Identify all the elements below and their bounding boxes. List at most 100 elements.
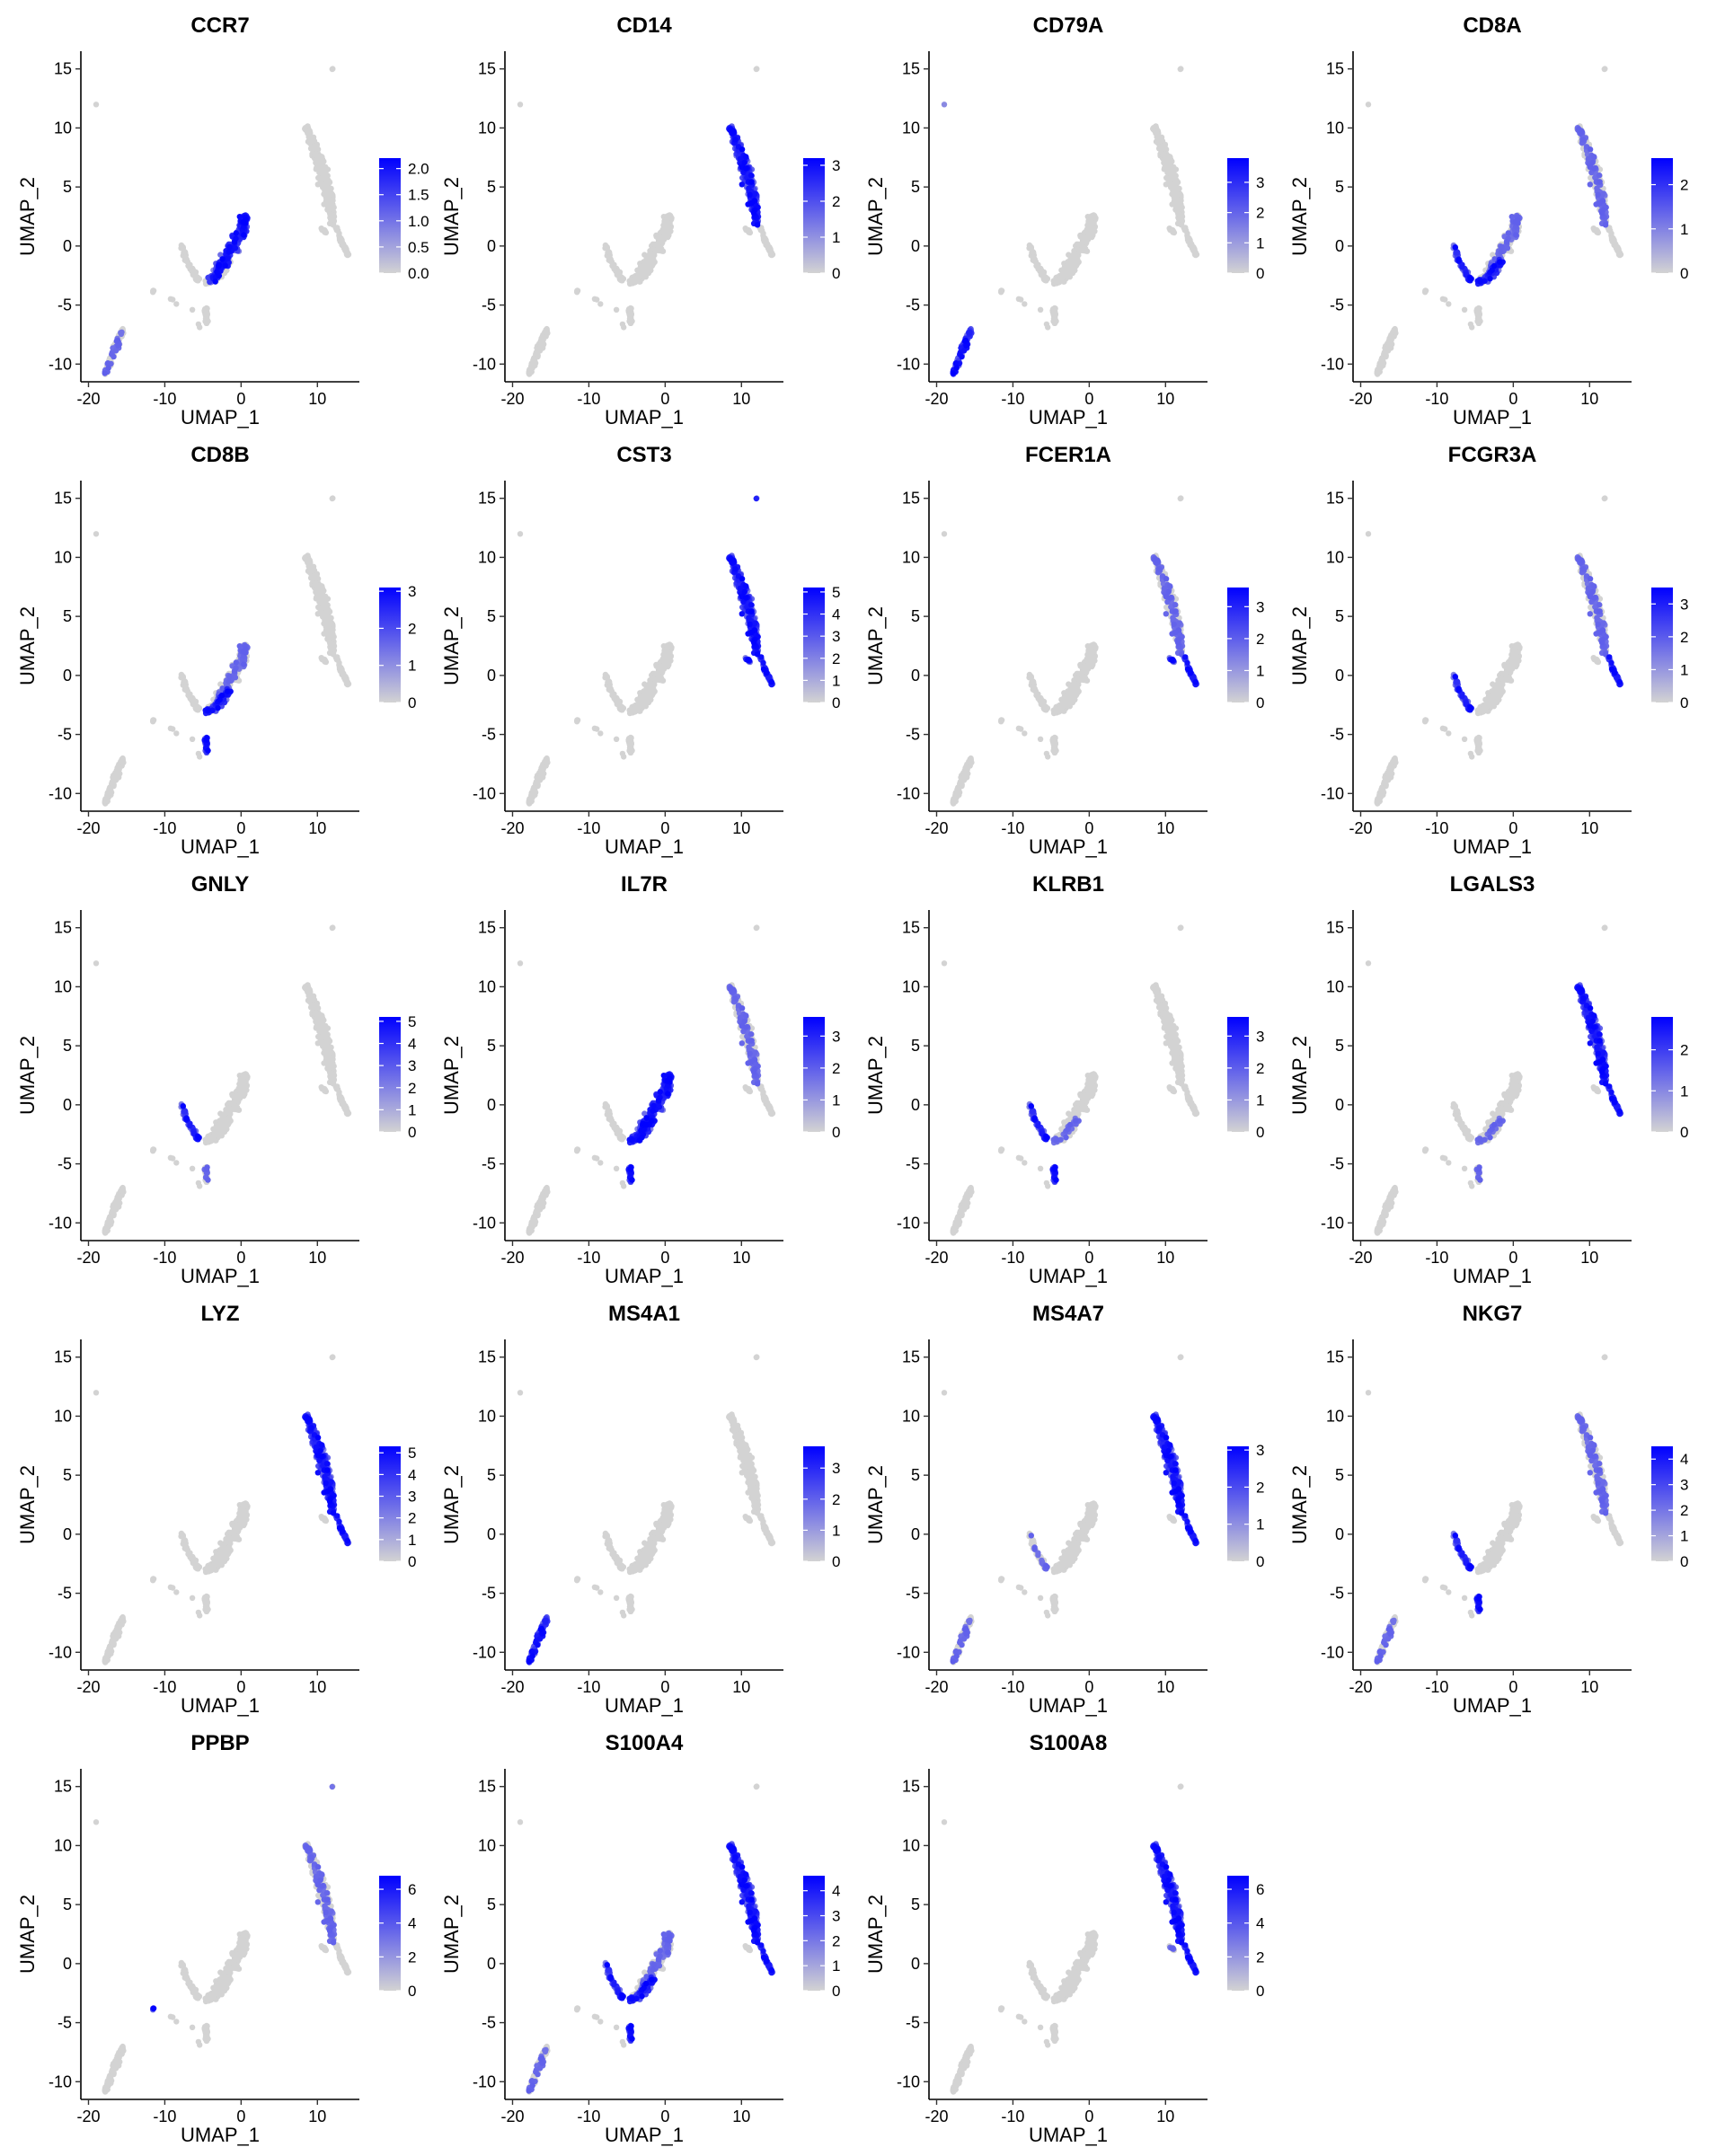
cell-point-expressing (960, 348, 968, 354)
cell-point (628, 317, 634, 323)
cell-point (1171, 194, 1178, 201)
cell-point-expressing (113, 338, 119, 344)
cell-point (1476, 317, 1482, 323)
cell-point (659, 248, 665, 254)
cell-point (1034, 263, 1041, 270)
x-tick-label: -10 (577, 390, 600, 408)
x-tick-label: 10 (732, 390, 750, 408)
cell-point (1593, 227, 1599, 234)
cell-point-expressing (1491, 262, 1498, 270)
cell-point-expressing (119, 329, 125, 335)
cell-point (661, 234, 668, 241)
panel-title: CD14 (616, 13, 672, 38)
cell-point-expressing (742, 154, 749, 160)
colorbar-tick-label: 1 (832, 229, 840, 246)
cell-point (150, 287, 156, 294)
cell-point (196, 276, 202, 282)
cell-point-expressing (104, 360, 111, 367)
cell-point (1164, 166, 1171, 173)
cell-point-expressing (231, 239, 238, 245)
cell-point (1039, 270, 1046, 277)
cell-point (1469, 324, 1475, 331)
cell-point (1461, 306, 1468, 313)
colorbar-tick-label: 2 (1680, 177, 1688, 194)
x-tick-label: 10 (1580, 390, 1598, 408)
cell-point-expressing (1597, 179, 1603, 185)
cell-point (336, 230, 342, 236)
cell-point (1090, 215, 1096, 221)
x-axis-label: UMAP_1 (605, 406, 684, 429)
cell-point (1190, 247, 1197, 254)
cell-point-expressing (1498, 249, 1504, 255)
colorbar-tick-label: 0.5 (408, 239, 429, 256)
cell-point-expressing (961, 338, 969, 344)
cell-point (1475, 312, 1482, 318)
colorbar-tick-label: 0 (832, 265, 840, 282)
cell-point (1083, 248, 1089, 254)
cell-point-expressing (1590, 154, 1597, 160)
panel-title: CD8B (190, 443, 249, 467)
x-axis-label: UMAP_1 (181, 406, 260, 429)
y-tick-label: -5 (482, 296, 496, 314)
cell-point (323, 623, 330, 631)
cell-point (615, 270, 621, 277)
y-tick-label: -5 (1330, 296, 1344, 314)
x-tick-label: 10 (1156, 390, 1174, 408)
cell-point (1614, 247, 1621, 254)
cell-point (323, 604, 330, 611)
cell-point (1162, 153, 1169, 160)
cell-point-expressing (746, 185, 752, 191)
cell-point (1044, 276, 1050, 282)
x-tick-label: -20 (924, 390, 948, 408)
cell-point-expressing (219, 256, 226, 262)
cell-point (306, 140, 314, 146)
cell-point-expressing (1467, 275, 1474, 281)
cell-point (317, 181, 323, 188)
x-tick-label: 0 (1508, 390, 1517, 408)
colorbar (379, 158, 401, 273)
cell-point-expressing (1487, 276, 1493, 282)
cell-point-expressing (732, 137, 739, 143)
cell-point-expressing (1477, 278, 1483, 285)
cell-point (544, 328, 551, 335)
cell-point (591, 296, 598, 302)
cell-point-expressing (730, 128, 737, 134)
cell-point (325, 180, 332, 187)
cell-point-expressing (1499, 243, 1505, 251)
cell-point (180, 673, 186, 680)
cell-point (761, 238, 767, 244)
panel-title: CCR7 (190, 13, 249, 38)
cell-point (1022, 301, 1028, 307)
cell-point (317, 610, 323, 617)
cell-point-expressing (952, 360, 960, 367)
cell-point (323, 174, 330, 181)
cell-point (1066, 252, 1072, 258)
cell-point (1169, 227, 1175, 234)
cell-point (1037, 306, 1044, 313)
cell-point-expressing (750, 210, 757, 216)
x-tick-label: 0 (1084, 390, 1093, 408)
cell-point (1601, 66, 1608, 73)
cell-point (184, 259, 191, 265)
cell-point (1077, 247, 1084, 254)
colorbar-tick-label: 3 (832, 157, 840, 174)
y-tick-label: 10 (902, 119, 920, 137)
colorbar-tick-label: 3 (1256, 174, 1264, 191)
cell-point (1173, 180, 1180, 187)
cell-point-expressing (102, 370, 108, 376)
y-tick-label: -10 (897, 355, 920, 373)
x-tick-label: -10 (153, 390, 176, 408)
cell-point (305, 560, 311, 566)
colorbar (803, 158, 825, 273)
cell-point-expressing (1600, 190, 1606, 197)
cell-point-expressing (216, 261, 222, 268)
x-tick-label: 0 (236, 390, 245, 408)
cell-point (204, 317, 210, 323)
x-tick-label: -20 (1349, 390, 1372, 408)
cell-point (321, 657, 327, 664)
cell-point (1365, 102, 1372, 108)
cell-point-expressing (959, 353, 965, 360)
cell-point (1392, 328, 1399, 335)
y-tick-label: 10 (478, 119, 496, 137)
